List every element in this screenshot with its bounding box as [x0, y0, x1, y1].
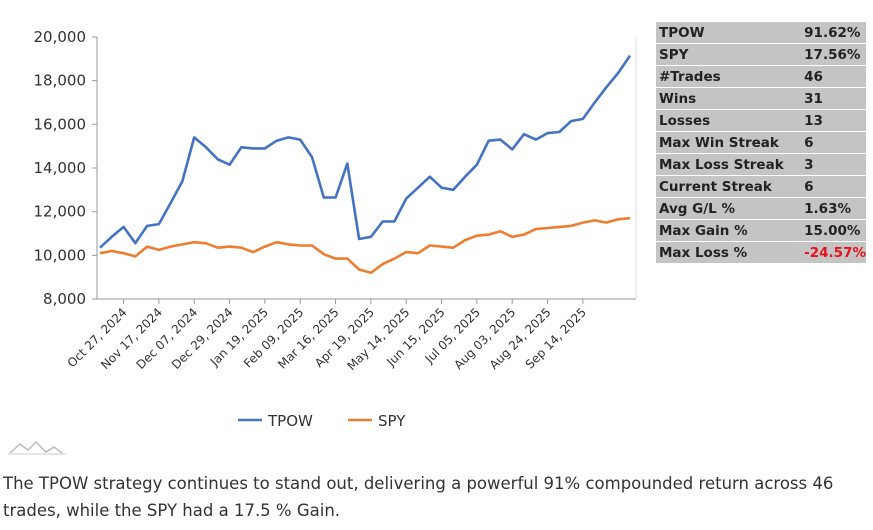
- stat-label: SPY: [656, 43, 802, 66]
- y-tick-label: 10,000: [34, 246, 87, 264]
- stat-value: 13: [801, 109, 866, 132]
- stat-value: 17.56%: [801, 43, 866, 66]
- stat-value: 15.00%: [801, 219, 866, 242]
- stat-value: 6: [801, 175, 866, 198]
- stat-label: Wins: [656, 87, 802, 110]
- x-tick-label: Aug 03, 2025: [451, 305, 518, 372]
- stat-value: 1.63%: [801, 197, 866, 220]
- stat-value: 3: [801, 153, 866, 176]
- stats-row: #Trades 46: [656, 65, 866, 88]
- x-tick-label: Nov 17, 2024: [98, 305, 165, 372]
- y-tick-label: 18,000: [34, 72, 87, 90]
- stats-row: Max Loss % -24.57%: [656, 241, 866, 264]
- chart: 8,000 10,000 12,000 14,000 16,000 18,000 20,00…: [34, 28, 637, 430]
- stat-label: TPOW: [656, 22, 802, 44]
- stat-label: Max Loss %: [656, 241, 802, 264]
- series-line: [99, 54, 632, 249]
- stat-label: Losses: [656, 109, 802, 132]
- stat-label: Max Win Streak: [656, 131, 802, 154]
- stat-label: Current Streak: [656, 175, 802, 198]
- stats-row: Max Loss Streak 3: [656, 153, 866, 176]
- stats-row: Max Gain % 15.00%: [656, 219, 866, 242]
- stat-label: Avg G/L %: [656, 197, 802, 220]
- x-tick-label: Oct 27, 2024: [65, 305, 130, 370]
- stat-value: 31: [801, 87, 866, 110]
- stat-value: 6: [801, 131, 866, 154]
- caption: The TPOW strategy continues to stand out…: [3, 474, 834, 520]
- stats-row: Avg G/L % 1.63%: [656, 197, 866, 220]
- stat-label: #Trades: [656, 65, 802, 88]
- stats-row: Max Win Streak 6: [656, 131, 866, 154]
- x-tick-label: May 14, 2025: [344, 305, 412, 373]
- y-tick-label: 20,000: [34, 28, 87, 46]
- stat-label: Max Loss Streak: [656, 153, 802, 176]
- series-line: [99, 216, 631, 275]
- stats-row: SPY 17.56%: [656, 43, 866, 66]
- y-tick-label: 16,000: [34, 115, 87, 133]
- stats-row: Wins 31: [656, 87, 866, 110]
- stats-row: TPOW 91.62%: [656, 22, 866, 44]
- stats-row: Current Streak 6: [656, 175, 866, 198]
- stat-value: -24.57%: [801, 241, 866, 264]
- legend-label: TPOW: [267, 412, 313, 430]
- stat-value: 91.62%: [801, 22, 866, 44]
- logo-icon: [8, 440, 66, 455]
- stat-label: Max Gain %: [656, 219, 802, 242]
- x-tick-label: Dec 29, 2024: [169, 305, 236, 372]
- y-tick-label: 12,000: [34, 203, 87, 221]
- x-tick-label: Aug 24, 2025: [487, 305, 554, 372]
- y-tick-label: 14,000: [34, 159, 87, 177]
- y-tick-label: 8,000: [43, 290, 86, 308]
- stats-table: TPOW 91.62% SPY 17.56% #Trades 46 Wins 31 Losses…: [656, 22, 866, 264]
- x-tick-label: Dec 07, 2024: [134, 305, 201, 372]
- stats-row: Losses 13: [656, 109, 866, 132]
- legend-label: SPY: [378, 412, 406, 430]
- stat-value: 46: [801, 65, 866, 88]
